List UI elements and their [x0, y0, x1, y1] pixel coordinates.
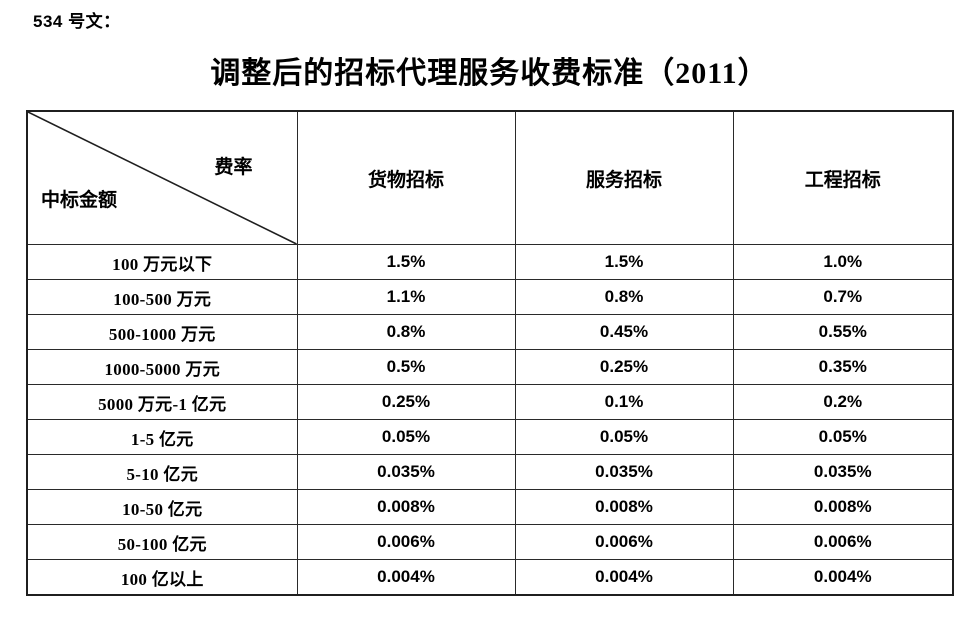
rate-value-cell: 1.0%	[732, 244, 954, 280]
diagonal-divider-line	[28, 112, 297, 244]
fee-table-body: 100 万元以下 1.5% 1.5% 1.0% 100-500 万元 1.1% 0.8% 0.…	[26, 244, 954, 596]
table-row: 10-50 亿元 0.008% 0.008% 0.008%	[26, 489, 954, 525]
table-row: 5000 万元-1 亿元 0.25% 0.1% 0.2%	[26, 384, 954, 420]
rate-value-cell: 0.035%	[732, 454, 954, 490]
row-label-amount-range: 100 亿以上	[26, 559, 298, 596]
row-label-amount-range: 5000 万元-1 亿元	[26, 384, 298, 420]
rate-value-cell: 0.006%	[732, 524, 954, 560]
rate-value-cell: 0.8%	[296, 314, 516, 350]
rate-value-cell: 0.8%	[514, 279, 734, 315]
row-label-amount-range: 100 万元以下	[26, 244, 298, 280]
rate-value-cell: 0.05%	[296, 419, 516, 455]
rate-value-cell: 0.004%	[732, 559, 954, 596]
corner-label-bid-amount: 中标金额	[41, 190, 118, 211]
corner-label-fee-rate: 费率	[214, 157, 253, 178]
doc-number-label: 534 号文：	[33, 12, 121, 31]
row-label-amount-range: 1-5 亿元	[26, 419, 298, 455]
row-label-amount-range: 500-1000 万元	[26, 314, 298, 350]
rate-value-cell: 1.1%	[296, 279, 516, 315]
rate-value-cell: 0.1%	[514, 384, 734, 420]
rate-value-cell: 0.006%	[296, 524, 516, 560]
rate-value-cell: 0.05%	[514, 419, 734, 455]
fee-table: 费率 中标金额 货物招标 服务招标 工程招标 100 万元以下 1.5% 1.5% 1…	[26, 110, 954, 596]
table-row: 100 万元以下 1.5% 1.5% 1.0%	[26, 244, 954, 280]
rate-value-cell: 0.35%	[732, 349, 954, 385]
table-row: 5-10 亿元 0.035% 0.035% 0.035%	[26, 454, 954, 490]
rate-value-cell: 0.2%	[732, 384, 954, 420]
rate-value-cell: 0.25%	[514, 349, 734, 385]
rate-value-cell: 0.004%	[296, 559, 516, 596]
column-header-engineering: 工程招标	[732, 110, 954, 245]
corner-header-cell: 费率 中标金额	[26, 110, 298, 245]
row-label-amount-range: 10-50 亿元	[26, 489, 298, 525]
row-label-amount-range: 5-10 亿元	[26, 454, 298, 490]
rate-value-cell: 0.008%	[514, 489, 734, 525]
column-header-goods: 货物招标	[296, 110, 516, 245]
rate-value-cell: 0.035%	[296, 454, 516, 490]
rate-value-cell: 0.25%	[296, 384, 516, 420]
table-header-row: 费率 中标金额 货物招标 服务招标 工程招标	[26, 110, 954, 245]
row-label-amount-range: 1000-5000 万元	[26, 349, 298, 385]
table-row: 100 亿以上 0.004% 0.004% 0.004%	[26, 559, 954, 596]
rate-value-cell: 0.035%	[514, 454, 734, 490]
page-title: 调整后的招标代理服务收费标准（2011）	[210, 57, 769, 90]
rate-value-cell: 1.5%	[514, 244, 734, 280]
row-label-amount-range: 100-500 万元	[26, 279, 298, 315]
table-row: 1-5 亿元 0.05% 0.05% 0.05%	[26, 419, 954, 455]
rate-value-cell: 0.004%	[514, 559, 734, 596]
rate-value-cell: 0.5%	[296, 349, 516, 385]
rate-value-cell: 1.5%	[296, 244, 516, 280]
table-row: 100-500 万元 1.1% 0.8% 0.7%	[26, 279, 954, 315]
rate-value-cell: 0.7%	[732, 279, 954, 315]
table-row: 50-100 亿元 0.006% 0.006% 0.006%	[26, 524, 954, 560]
rate-value-cell: 0.45%	[514, 314, 734, 350]
table-row: 500-1000 万元 0.8% 0.45% 0.55%	[26, 314, 954, 350]
rate-value-cell: 0.05%	[732, 419, 954, 455]
rate-value-cell: 0.006%	[514, 524, 734, 560]
column-header-services: 服务招标	[514, 110, 734, 245]
table-row: 1000-5000 万元 0.5% 0.25% 0.35%	[26, 349, 954, 385]
row-label-amount-range: 50-100 亿元	[26, 524, 298, 560]
rate-value-cell: 0.008%	[296, 489, 516, 525]
rate-value-cell: 0.55%	[732, 314, 954, 350]
rate-value-cell: 0.008%	[732, 489, 954, 525]
